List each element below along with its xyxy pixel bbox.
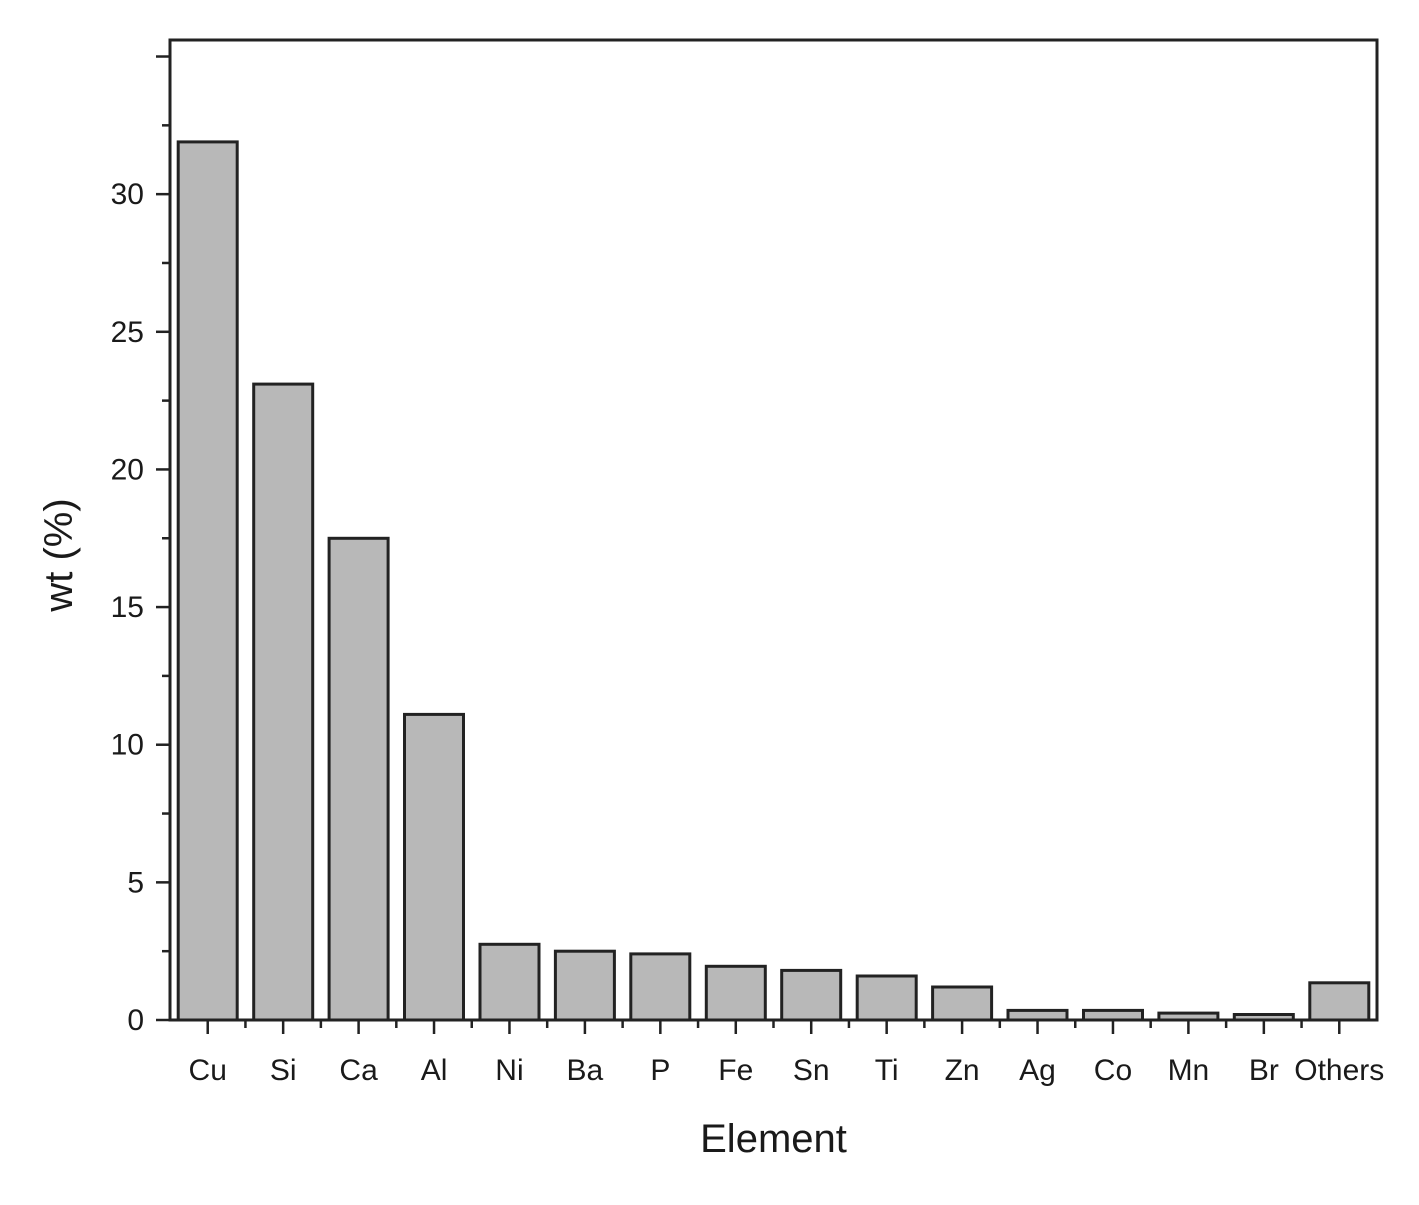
x-tick-label-fe: Fe (718, 1054, 753, 1087)
bar-cu (176, 140, 239, 1022)
x-tick-label-p: P (650, 1054, 670, 1087)
x-tick-label-ba: Ba (567, 1054, 604, 1087)
x-tick-label-cu: Cu (189, 1054, 227, 1087)
bar-ni (478, 942, 541, 1022)
x-tick-label-si: Si (270, 1054, 297, 1087)
x-tick-label-ag: Ag (1019, 1054, 1056, 1087)
labels-layer: 0 5 10 15 20 25 30 Cu Si Ca Al Ni Ba P Fe Sn Ti Zn Ag Co Mn B… (111, 178, 1385, 1087)
y-tick-label: 5 (127, 866, 144, 899)
x-tick-label-ti: Ti (875, 1054, 899, 1087)
x-axis-title: Element (700, 1117, 847, 1161)
bar-sn (780, 968, 843, 1022)
x-tick-label-sn: Sn (793, 1054, 830, 1087)
y-tick-label: 30 (111, 178, 144, 211)
x-tick-label-co: Co (1094, 1054, 1132, 1087)
y-tick-label: 20 (111, 453, 144, 486)
bar-fe (704, 964, 767, 1022)
x-tick-label-ca: Ca (339, 1054, 378, 1087)
y-tick-label: 15 (111, 591, 144, 624)
bar-al (403, 712, 465, 1022)
bars-layer (176, 140, 1371, 1022)
x-tick-label-ni: Ni (495, 1054, 523, 1087)
bar-zn (931, 985, 994, 1022)
x-tick-label-zn: Zn (945, 1054, 980, 1087)
x-tick-label-mn: Mn (1168, 1054, 1210, 1087)
bar-p (629, 952, 692, 1022)
x-tick-label-br: Br (1249, 1054, 1279, 1087)
x-tick-label-others: Others (1294, 1054, 1384, 1087)
bar-si (252, 382, 315, 1022)
bar-ca (327, 536, 390, 1022)
y-axis-title: wt (%) (37, 498, 81, 612)
bar-ba (553, 949, 616, 1022)
y-tick-label: 25 (111, 316, 144, 349)
y-tick-label: 10 (111, 729, 144, 762)
bar-ti (855, 974, 918, 1022)
bar-others (1308, 981, 1371, 1022)
x-tick-label-al: Al (421, 1054, 448, 1087)
y-tick-label: 0 (127, 1004, 144, 1037)
plot-frame (168, 38, 1379, 1022)
